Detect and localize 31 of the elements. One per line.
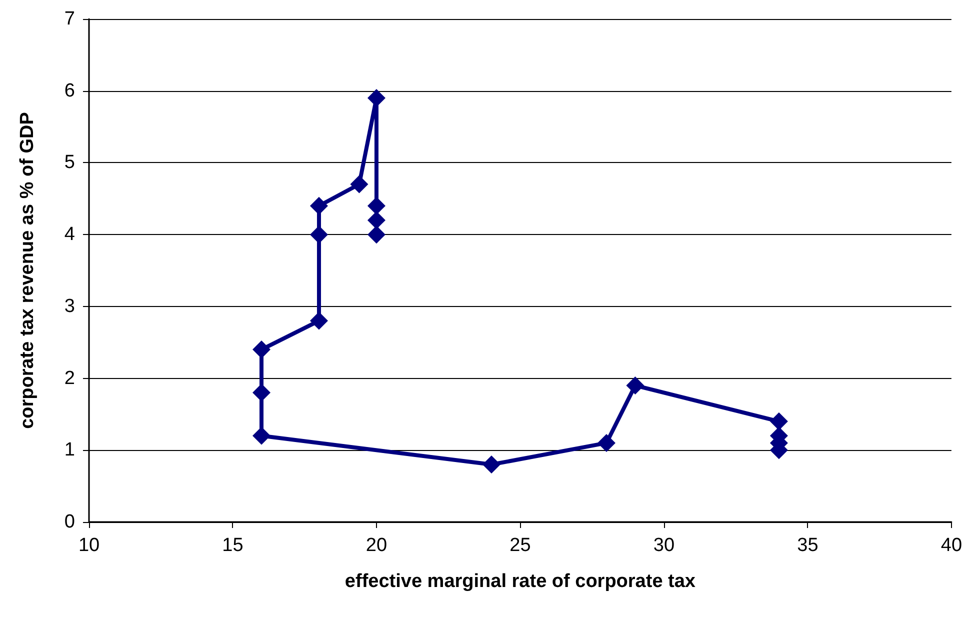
point [482, 456, 500, 474]
point [597, 434, 616, 452]
point [350, 175, 368, 194]
y-axis-title: corporate tax revenue as % of GDP [17, 112, 38, 429]
point [770, 412, 788, 430]
y-tick-label: 3 [64, 296, 75, 317]
point [367, 196, 386, 215]
point [367, 89, 386, 108]
x-tick-label: 15 [222, 535, 244, 556]
point [367, 226, 386, 244]
point [367, 211, 386, 230]
y-tick-label: 7 [64, 8, 75, 30]
point [252, 426, 270, 445]
y-tick-label: 1 [64, 440, 75, 461]
x-tick-label: 10 [78, 535, 100, 556]
point [310, 312, 328, 330]
y-tick-label: 6 [64, 80, 75, 102]
y-tick-label: 4 [64, 224, 76, 246]
x-tick-label: 30 [653, 535, 675, 556]
y-tick-label: 0 [64, 512, 75, 532]
point [310, 226, 328, 244]
x-tick-label: 35 [797, 535, 818, 556]
y-tick-label: 5 [64, 152, 75, 174]
x-tick-label: 25 [510, 535, 531, 556]
y-tick-label: 2 [64, 368, 75, 389]
x-axis-title: effective marginal rate of corporate tax [344, 571, 696, 592]
point [252, 384, 270, 402]
x-tick-label: 20 [366, 535, 388, 556]
x-tick-label: 40 [940, 535, 962, 556]
point [310, 196, 328, 215]
point [626, 376, 644, 394]
